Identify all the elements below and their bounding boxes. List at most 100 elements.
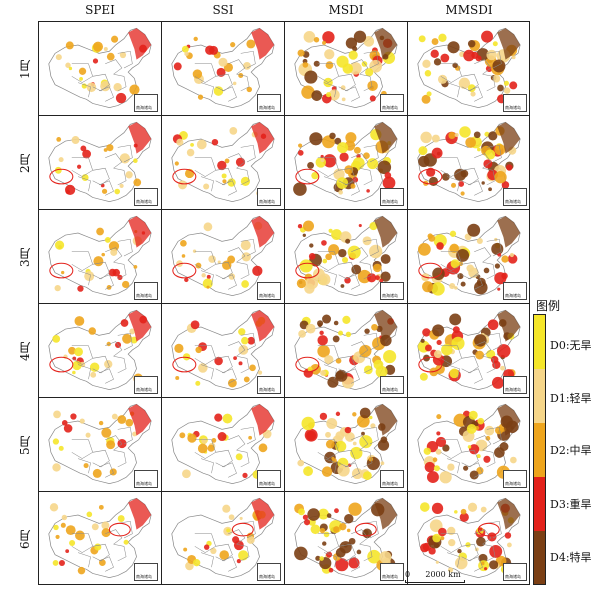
china-drought-map xyxy=(48,403,152,485)
china-drought-map xyxy=(417,497,521,579)
south-china-sea-inset: 南海诸岛 xyxy=(503,282,527,300)
china-drought-map xyxy=(171,309,275,391)
inset-label: 南海诸岛 xyxy=(259,293,275,298)
highlight-ellipse xyxy=(477,522,500,537)
china-drought-map xyxy=(48,497,152,579)
map-panel-mmsdi-1: 南海诸岛 xyxy=(408,22,530,116)
scale-distance: 2000 km xyxy=(425,570,461,579)
china-drought-map xyxy=(171,497,275,579)
map-panel-msdi-2: 南海诸岛 xyxy=(285,116,408,210)
highlight-ellipse xyxy=(49,262,74,279)
south-china-sea-inset: 南海诸岛 xyxy=(503,470,527,488)
highlight-ellipse xyxy=(418,168,443,185)
inset-label: 南海诸岛 xyxy=(259,199,275,204)
legend-swatch-d4 xyxy=(534,531,545,584)
map-panel-mmsdi-5: 南海诸岛 xyxy=(408,398,530,492)
map-panel-msdi-5: 南海诸岛 xyxy=(285,398,408,492)
south-china-sea-inset: 南海诸岛 xyxy=(380,188,404,206)
scale-bar-label: 0 2000 km xyxy=(405,570,461,579)
south-china-sea-inset: 南海诸岛 xyxy=(134,94,158,112)
column-label-ssi: SSI xyxy=(212,3,234,17)
south-china-sea-inset: 南海诸岛 xyxy=(380,282,404,300)
inset-label: 南海诸岛 xyxy=(382,105,398,110)
map-panel-msdi-4: 南海诸岛 xyxy=(285,304,408,398)
south-china-sea-inset: 南海诸岛 xyxy=(257,470,281,488)
highlight-ellipse xyxy=(295,262,320,279)
south-china-sea-inset: 南海诸岛 xyxy=(257,94,281,112)
legend-label-d1: D1:轻旱 xyxy=(550,392,592,405)
inset-label: 南海诸岛 xyxy=(505,293,521,298)
row-label-jun: 6月 xyxy=(18,529,32,549)
legend-label-d4: D4:特旱 xyxy=(550,551,592,564)
map-panel-grid: 南海诸岛 南海诸岛 南海诸岛 南海诸岛 南海诸岛 南海诸岛 南海诸岛 南海诸岛 南海诸岛 南海诸岛… xyxy=(38,21,530,585)
row-label-mar: 3月 xyxy=(18,247,32,267)
south-china-sea-inset: 南海诸岛 xyxy=(503,563,527,581)
south-china-sea-inset: 南海诸岛 xyxy=(134,470,158,488)
map-panel-spei-3: 南海诸岛 xyxy=(39,210,162,304)
map-panel-ssi-5: 南海诸岛 xyxy=(162,398,285,492)
inset-label: 南海诸岛 xyxy=(136,387,152,392)
inset-label: 南海诸岛 xyxy=(382,293,398,298)
china-drought-map xyxy=(48,121,152,203)
map-panel-spei-1: 南海诸岛 xyxy=(39,22,162,116)
south-china-sea-inset: 南海诸岛 xyxy=(380,94,404,112)
china-drought-map xyxy=(171,27,275,109)
inset-label: 南海诸岛 xyxy=(136,574,152,579)
south-china-sea-inset: 南海诸岛 xyxy=(503,188,527,206)
china-drought-map xyxy=(294,309,398,391)
china-drought-map xyxy=(294,403,398,485)
highlight-ellipse xyxy=(418,262,443,279)
legend-color-bar xyxy=(533,314,546,585)
row-label-feb: 2月 xyxy=(18,153,32,173)
map-panel-ssi-2: 南海诸岛 xyxy=(162,116,285,210)
column-label-msdi: MSDI xyxy=(328,3,364,17)
map-panel-mmsdi-6: 南海诸岛 xyxy=(408,492,530,584)
south-china-sea-inset: 南海诸岛 xyxy=(503,94,527,112)
china-drought-map xyxy=(293,121,398,203)
row-label-jan: 1月 xyxy=(18,59,32,79)
china-drought-map xyxy=(417,403,521,485)
inset-label: 南海诸岛 xyxy=(505,387,521,392)
inset-label: 南海诸岛 xyxy=(382,199,398,204)
inset-label: 南海诸岛 xyxy=(136,293,152,298)
inset-label: 南海诸岛 xyxy=(382,574,398,579)
inset-label: 南海诸岛 xyxy=(259,574,275,579)
legend-label-d2: D2:中旱 xyxy=(550,444,592,457)
map-panel-spei-4: 南海诸岛 xyxy=(39,304,162,398)
south-china-sea-inset: 南海诸岛 xyxy=(380,376,404,394)
legend-label-d3: D3:重旱 xyxy=(550,498,592,511)
highlight-ellipse xyxy=(295,356,320,373)
highlight-ellipse xyxy=(418,356,443,373)
south-china-sea-inset: 南海诸岛 xyxy=(134,563,158,581)
south-china-sea-inset: 南海诸岛 xyxy=(503,376,527,394)
china-drought-map xyxy=(171,403,275,485)
map-panel-ssi-1: 南海诸岛 xyxy=(162,22,285,116)
inset-label: 南海诸岛 xyxy=(136,105,152,110)
china-drought-map xyxy=(417,27,521,109)
china-drought-map xyxy=(417,215,521,297)
inset-label: 南海诸岛 xyxy=(382,481,398,486)
highlight-ellipse xyxy=(108,522,131,537)
china-drought-map xyxy=(294,497,398,579)
row-label-apr: 4月 xyxy=(18,341,32,361)
map-panel-msdi-6: 南海诸岛 xyxy=(285,492,408,584)
map-panel-msdi-1: 南海诸岛 xyxy=(285,22,408,116)
china-drought-map xyxy=(48,309,152,391)
legend-label-d0: D0:无旱 xyxy=(550,339,592,352)
inset-label: 南海诸岛 xyxy=(382,387,398,392)
south-china-sea-inset: 南海诸岛 xyxy=(380,470,404,488)
legend-title: 图例 xyxy=(536,299,561,313)
china-drought-map xyxy=(417,121,521,203)
highlight-ellipse xyxy=(295,168,320,185)
inset-label: 南海诸岛 xyxy=(259,481,275,486)
china-drought-map xyxy=(171,215,275,297)
map-panel-mmsdi-2: 南海诸岛 xyxy=(408,116,530,210)
highlight-ellipse xyxy=(172,168,197,185)
row-label-may: 5月 xyxy=(18,435,32,455)
scale-bar xyxy=(405,580,465,583)
south-china-sea-inset: 南海诸岛 xyxy=(134,282,158,300)
south-china-sea-inset: 南海诸岛 xyxy=(134,376,158,394)
china-drought-map xyxy=(294,215,398,297)
south-china-sea-inset: 南海诸岛 xyxy=(257,563,281,581)
inset-label: 南海诸岛 xyxy=(505,105,521,110)
